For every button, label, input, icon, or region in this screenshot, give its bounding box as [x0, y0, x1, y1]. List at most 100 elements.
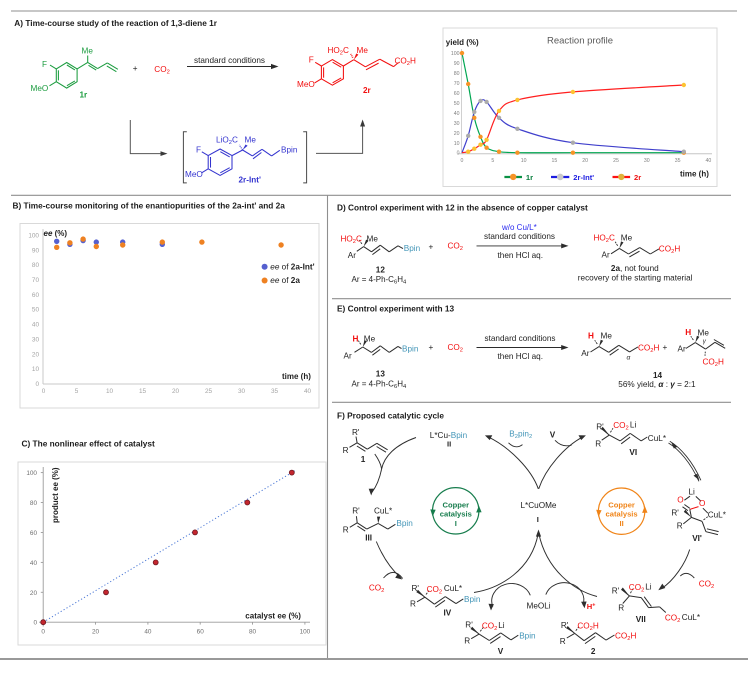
- svg-text:Li: Li: [689, 487, 696, 496]
- svg-text:R': R': [352, 507, 360, 516]
- svg-text:HO2C: HO2C: [341, 235, 363, 246]
- svg-text:40: 40: [304, 388, 312, 395]
- svg-text:standard conditions: standard conditions: [484, 232, 555, 241]
- svg-text:CO2: CO2: [369, 584, 385, 595]
- svg-text:80: 80: [32, 262, 40, 269]
- svg-text:CO2H: CO2H: [577, 621, 599, 632]
- svg-text:Bpin: Bpin: [281, 146, 298, 155]
- svg-text:2r-Int': 2r-Int': [239, 176, 261, 185]
- svg-text:CO2: CO2: [448, 343, 464, 354]
- svg-text:30: 30: [644, 158, 650, 164]
- svg-text:20: 20: [172, 388, 180, 395]
- svg-text:CO2: CO2: [629, 583, 645, 594]
- svg-text:12: 12: [376, 265, 386, 274]
- svg-text:0: 0: [35, 381, 39, 388]
- svg-text:Ar: Ar: [602, 251, 610, 260]
- svg-text:Bpin: Bpin: [402, 345, 419, 354]
- svg-text:yield (%): yield (%): [446, 38, 479, 47]
- svg-text:20: 20: [92, 629, 100, 636]
- svg-text:CO2H: CO2H: [638, 344, 660, 355]
- svg-text:13: 13: [376, 370, 386, 379]
- svg-text:B2pin2: B2pin2: [509, 430, 532, 441]
- svg-text:VI': VI': [692, 534, 702, 543]
- svg-text:Li: Li: [645, 583, 652, 592]
- svg-text:1: 1: [361, 455, 366, 464]
- svg-text:Copper: Copper: [608, 500, 635, 509]
- svg-text:35: 35: [271, 388, 279, 395]
- svg-text:Ar = 4-Ph-C6H4: Ar = 4-Ph-C6H4: [352, 380, 407, 391]
- svg-text:56% yield, α : γ = 2:1: 56% yield, α : γ = 2:1: [618, 380, 696, 389]
- svg-text:F: F: [196, 146, 201, 155]
- svg-text:ee of 2a: ee of 2a: [270, 276, 300, 285]
- svg-text:CO2H: CO2H: [703, 358, 725, 369]
- svg-text:2r: 2r: [634, 173, 641, 182]
- svg-text:R: R: [343, 525, 349, 534]
- svg-text:20: 20: [454, 131, 460, 137]
- svg-text:Me: Me: [357, 46, 369, 55]
- svg-text:time (h): time (h): [680, 170, 709, 179]
- svg-text:VI: VI: [629, 448, 637, 457]
- svg-text:20: 20: [30, 590, 38, 597]
- svg-text:V: V: [550, 431, 556, 440]
- svg-text:R: R: [595, 439, 601, 448]
- svg-text:60: 60: [30, 530, 38, 537]
- svg-text:time (h): time (h): [282, 372, 311, 381]
- svg-text:HO2C: HO2C: [328, 46, 350, 57]
- svg-text:10: 10: [454, 141, 460, 147]
- svg-text:Bpin: Bpin: [464, 595, 481, 604]
- svg-text:CO2: CO2: [427, 585, 443, 596]
- svg-text:III: III: [365, 534, 372, 543]
- svg-text:20: 20: [582, 158, 588, 164]
- svg-text:R': R': [352, 428, 360, 437]
- svg-text:I: I: [455, 519, 457, 528]
- svg-text:recovery of the starting mater: recovery of the starting material: [578, 274, 693, 283]
- svg-text:Ar: Ar: [581, 349, 589, 358]
- svg-text:F: F: [42, 60, 47, 69]
- svg-text:HO2C: HO2C: [594, 234, 616, 245]
- svg-text:H: H: [685, 328, 691, 337]
- svg-text:CO2: CO2: [665, 614, 681, 625]
- svg-text:0: 0: [457, 151, 460, 157]
- svg-text:ee (%): ee (%): [44, 229, 68, 238]
- svg-text:80: 80: [30, 500, 38, 507]
- svg-text:standard conditions: standard conditions: [194, 56, 265, 65]
- svg-text:catalyst ee (%): catalyst ee (%): [245, 612, 301, 621]
- svg-text:Me: Me: [82, 47, 94, 56]
- svg-text:5: 5: [491, 158, 494, 164]
- svg-text:1r: 1r: [80, 91, 89, 100]
- svg-text:30: 30: [32, 336, 40, 343]
- svg-text:Ar: Ar: [348, 251, 356, 260]
- svg-text:CO2: CO2: [482, 621, 498, 632]
- svg-text:100: 100: [26, 470, 37, 477]
- svg-text:w/o Cu/L*: w/o Cu/L*: [501, 223, 537, 232]
- svg-text:35: 35: [675, 158, 681, 164]
- svg-text:R': R': [465, 621, 473, 630]
- svg-text:25: 25: [205, 388, 213, 395]
- svg-text:standard conditions: standard conditions: [485, 334, 556, 343]
- svg-text:E) Control experiment with 13: E) Control experiment with 13: [337, 304, 454, 314]
- svg-text:40: 40: [454, 111, 460, 117]
- svg-text:L*Cu-Bpin: L*Cu-Bpin: [430, 431, 468, 440]
- svg-text:H+: H+: [587, 602, 596, 611]
- svg-text:γ: γ: [703, 338, 707, 345]
- svg-text:I: I: [537, 515, 539, 524]
- svg-text:0: 0: [42, 388, 46, 395]
- svg-text:14: 14: [653, 371, 663, 380]
- svg-text:2r: 2r: [363, 86, 372, 95]
- svg-text:Me: Me: [621, 234, 633, 243]
- svg-text:30: 30: [238, 388, 246, 395]
- svg-text:CuL*: CuL*: [648, 434, 667, 443]
- svg-text:20: 20: [32, 351, 40, 358]
- svg-text:40: 40: [32, 322, 40, 329]
- svg-text:C) The nonlinear effect of cat: C) The nonlinear effect of catalyst: [22, 439, 155, 449]
- svg-text:R: R: [410, 599, 416, 608]
- svg-text:60: 60: [32, 292, 40, 299]
- svg-text:CuL*: CuL*: [708, 510, 727, 519]
- svg-text:80: 80: [249, 629, 257, 636]
- svg-text:Me: Me: [601, 332, 613, 341]
- svg-text:2r-Int': 2r-Int': [573, 173, 594, 182]
- svg-text:100: 100: [451, 51, 460, 57]
- svg-text:40: 40: [706, 158, 712, 164]
- svg-text:CuL*: CuL*: [682, 613, 701, 622]
- svg-text:MeO: MeO: [185, 170, 203, 179]
